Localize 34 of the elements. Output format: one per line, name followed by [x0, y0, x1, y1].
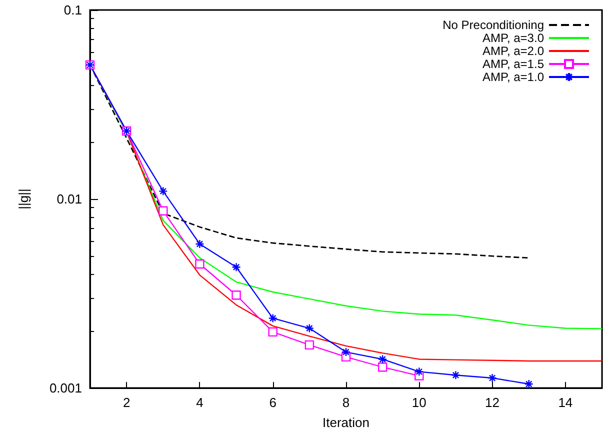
point: [488, 373, 497, 383]
y-tick-label: 0.1: [64, 2, 82, 18]
x-tick-label: 14: [558, 395, 573, 410]
legend-label: AMP, a=1.5: [482, 57, 544, 71]
point: [414, 367, 424, 376]
point: [268, 327, 278, 337]
point: [304, 324, 314, 333]
point: [341, 347, 351, 357]
point: [378, 354, 388, 364]
x-tick-label: 6: [269, 395, 276, 410]
y-axis-title: ||g||: [16, 188, 31, 210]
y-tick-label: 0.001: [49, 380, 82, 396]
point: [304, 340, 314, 350]
legend-label: AMP, a=2.0: [482, 44, 544, 58]
y-tick-label: 0.01: [56, 192, 82, 206]
legend-label: AMP, a=1.0: [482, 70, 544, 84]
x-tick-label: 2: [122, 395, 130, 410]
point: [232, 262, 241, 272]
point: [232, 290, 241, 300]
point: [158, 206, 168, 216]
point: [268, 314, 278, 323]
x-tick-label: 8: [342, 395, 350, 410]
x-axis-title: Iteration: [322, 415, 370, 430]
point: [524, 379, 534, 389]
point: [158, 186, 168, 196]
point: [451, 370, 460, 380]
legend-label: No Preconditioning: [442, 18, 544, 32]
x-tick-label: 4: [196, 395, 204, 410]
legend-label: AMP, a=3.0: [482, 31, 544, 45]
point: [378, 362, 388, 372]
x-tick-label: 10: [412, 395, 426, 410]
point: [195, 239, 204, 249]
x-tick-label: 12: [485, 395, 500, 410]
point: [195, 259, 204, 269]
